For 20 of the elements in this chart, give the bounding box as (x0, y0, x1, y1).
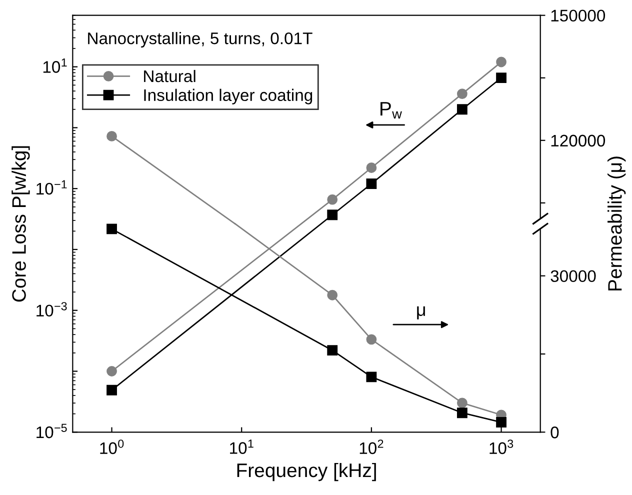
y2-tick-label: 0 (550, 426, 559, 438)
annotation: P$_{w}$ (380, 102, 402, 119)
y-tick-label: 10$^{1}$ (43, 58, 67, 73)
legend-label: Natural (144, 70, 196, 82)
y2-axis-title: Permeability (μ) (608, 156, 626, 290)
y-tick-label: 10$^{−5}$ (36, 424, 67, 438)
y-axis-title: Core Loss P[w/kg] (12, 146, 30, 302)
x-tick-label: 10$^{0}$ (100, 440, 124, 454)
y3-tick-label: 120000 (551, 134, 606, 147)
y3-tick-label: 150000 (551, 10, 606, 22)
annotation: Nanocrystalline, 5 turns, 0.01T (88, 32, 312, 48)
x-axis-title: Frequency [kHz] (237, 462, 376, 482)
x-tick-label: 10$^{1}$ (230, 440, 254, 454)
x-tick-label: 10$^{3}$ (490, 440, 514, 454)
legend-label: Insulation layer coating (144, 88, 312, 104)
annotation: μ (417, 306, 425, 320)
y-tick-label: 10$^{−1}$ (36, 180, 67, 195)
y2-tick-label: 30000 (550, 270, 596, 282)
y-tick-label: 10$^{−3}$ (36, 302, 67, 317)
x-tick-label: 10$^{2}$ (360, 440, 384, 454)
